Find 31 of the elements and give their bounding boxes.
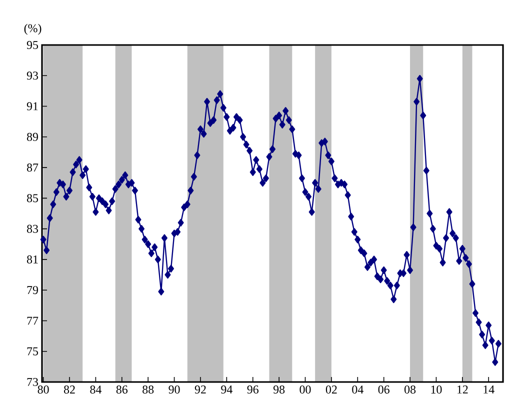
x-tick-label: 88 [142,386,154,394]
x-tick-label: 82 [64,386,75,394]
y-tick-label: 75 [27,347,38,356]
y-tick-label: 95 [26,40,38,50]
y-tick-label: 83 [26,224,38,233]
y-tick-label: 79 [27,286,38,294]
y-tick-label: 91 [26,102,38,110]
x-tick-label: 90 [168,386,180,394]
y-tick-label: 85 [26,194,38,202]
x-tick-label: 84 [90,386,102,394]
y-axis-title: (%) [24,24,42,35]
x-tick-label: 80 [38,386,49,394]
x-tick-label: 96 [247,386,258,394]
x-tick-label: 10 [431,386,442,394]
y-tick-label: 77 [27,316,38,325]
x-tick-label: 04 [352,386,364,394]
y-tick-label: 87 [26,164,38,172]
x-tick-label: 94 [221,386,232,394]
x-tick-label: 14 [484,386,494,394]
y-tick-label: 73 [27,378,38,386]
y-tick-label: 93 [26,72,38,80]
x-tick-label: 08 [404,386,416,394]
x-tick-label: 86 [116,386,128,394]
x-tick-label: 92 [194,386,206,394]
y-tick-label: 81 [26,255,38,264]
x-tick-label: 06 [378,386,390,394]
x-tick-label: 02 [326,386,337,394]
x-tick-label: 98 [273,386,285,394]
x-tick-label: 00 [300,386,311,394]
x-tick-label: 12 [457,386,468,394]
y-tick-label: 89 [26,132,38,141]
